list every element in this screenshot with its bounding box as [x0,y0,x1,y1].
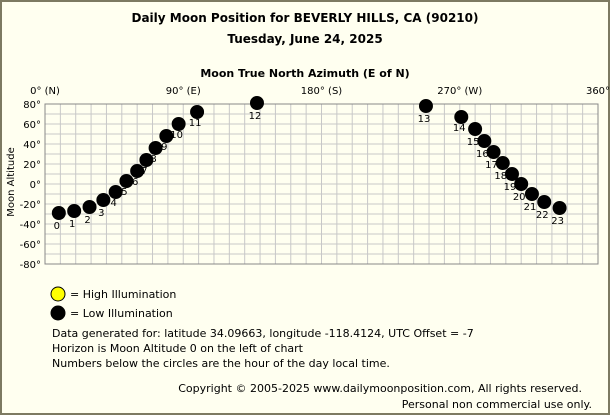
y-tick-label: -20° [20,200,41,211]
moon-point [552,201,567,215]
hour-label: 12 [249,111,262,122]
hour-label: 6 [132,177,138,188]
moon-point [477,134,492,148]
hour-label: 11 [189,118,202,129]
hour-label: 8 [150,154,156,165]
hour-label: 19 [504,182,517,193]
moon-point [504,167,519,181]
y-tick-label: 40° [23,140,41,151]
usage-line: Personal non commercial use only. [402,398,592,411]
moon-point [495,156,510,170]
chart-subtitle: Tuesday, June 24, 2025 [227,32,382,46]
hour-label: 3 [98,208,104,219]
note-hour-labels: Numbers below the circles are the hour o… [52,357,390,370]
legend-low-marker [50,305,66,321]
y-tick-label: 0° [30,180,41,191]
note-horizon: Horizon is Moon Altitude 0 on the left o… [52,342,304,355]
x-tick-label: 360° [586,86,610,97]
moon-point [119,174,134,188]
note-location: Data generated for: latitude 34.09663, l… [52,327,474,340]
hour-label: 2 [84,215,90,226]
hour-label: 20 [513,192,526,203]
y-tick-label: -40° [20,220,41,231]
moon-point [139,153,154,167]
y-tick-label: 60° [23,120,41,131]
moon-point [190,105,205,119]
moon-point [130,164,145,178]
moon-point [148,141,163,155]
hour-label: 22 [536,210,549,221]
moon-point [108,185,123,199]
moon-point [486,145,501,159]
moon-point [96,193,111,207]
moon-point [418,99,433,113]
y-tick-label: -80° [20,260,41,271]
hour-label: 18 [494,171,507,182]
moon-point [249,96,264,110]
moon-point [51,206,66,220]
y-tick-label: 20° [23,160,41,171]
moon-point [67,204,82,218]
hour-label: 5 [121,187,127,198]
hour-label: 14 [453,123,466,134]
hour-label: 23 [551,216,564,227]
generation-notes: Data generated for: latitude 34.09663, l… [52,327,474,370]
x-tick-label: 90° (E) [166,86,201,97]
hour-label: 1 [69,219,75,230]
x-axis-title: Moon True North Azimuth (E of N) [200,67,409,80]
hour-label: 9 [161,142,167,153]
y-tick-labels: 80° 60° 40° 20° 0° -20° -40° -60° -80° [20,100,41,271]
hour-label: 13 [418,114,431,125]
moon-point [171,117,186,131]
x-tick-label: 180° (S) [301,86,343,97]
legend: = High Illumination = Low Illumination [50,286,176,321]
moon-point [159,129,174,143]
plot-border [44,103,599,265]
hour-label: 4 [110,198,116,209]
copyright-line: Copyright © 2005-2025 www.dailymoonposit… [178,382,582,395]
copyright: Copyright © 2005-2025 www.dailymoonposit… [178,382,592,411]
hour-label: 15 [467,137,480,148]
hour-label: 0 [54,221,60,232]
moon-point [454,110,469,124]
moon-point [82,200,97,214]
x-tick-label: 270° (W) [437,86,482,97]
hour-label: 16 [476,149,489,160]
x-tick-label: 0° (N) [30,86,60,97]
y-tick-label: -60° [20,240,41,251]
moon-point [468,122,483,136]
y-axis-title: Moon Altitude [6,147,17,216]
legend-low-label: = Low Illumination [70,307,173,320]
moon-point [537,195,552,209]
hour-label: 17 [485,160,498,171]
moon-point [524,187,539,201]
legend-high-label: = High Illumination [70,288,176,301]
hour-label: 21 [524,202,537,213]
y-tick-label: 80° [23,100,41,111]
moon-point [514,177,529,191]
hour-label: 10 [170,130,183,141]
hour-label: 7 [141,166,147,177]
legend-high-marker [50,286,66,302]
x-tick-labels: 0° (N) 90° (E) 180° (S) 270° (W) 360° [30,86,610,97]
chart-title: Daily Moon Position for BEVERLY HILLS, C… [132,11,479,25]
